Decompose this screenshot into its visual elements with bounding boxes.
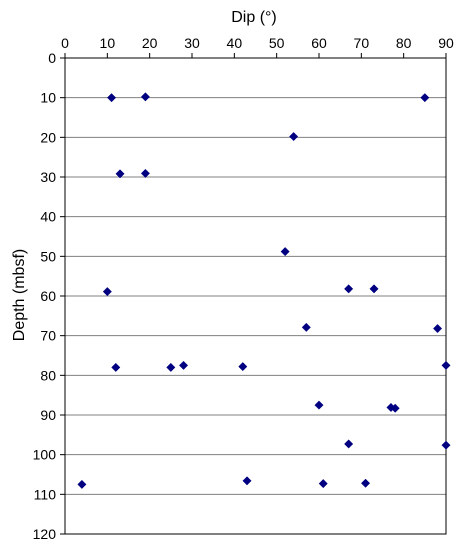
x-tick-label: 40 (227, 35, 243, 51)
data-point (441, 360, 451, 370)
x-tick-label: 60 (311, 35, 327, 51)
data-point (178, 360, 189, 370)
x-tick-label: 70 (354, 35, 370, 51)
data-point-layer (77, 92, 451, 489)
x-tick-label: 0 (61, 35, 69, 51)
x-tick-label: 50 (269, 35, 285, 51)
y-tick-label: 60 (40, 288, 56, 304)
y-tick-label: 10 (40, 90, 56, 106)
data-point (441, 440, 451, 450)
data-point (361, 478, 371, 488)
x-tick-label: 10 (100, 35, 116, 51)
y-tick-label: 30 (40, 169, 56, 185)
y-tick-label: 110 (34, 486, 57, 502)
x-axis-title: Dip (°) (231, 9, 277, 26)
data-point (238, 362, 248, 372)
data-point (140, 92, 150, 102)
data-point (318, 479, 328, 489)
y-tick-label: 0 (48, 50, 56, 66)
data-point (289, 131, 299, 142)
x-tick-label: 30 (184, 35, 200, 51)
data-point (420, 93, 430, 103)
y-tick-label: 90 (40, 407, 56, 423)
y-tick-label: 120 (33, 526, 57, 542)
data-point (140, 168, 150, 178)
axis-layer (60, 53, 447, 535)
data-point (390, 403, 400, 413)
data-point (344, 439, 354, 449)
y-tick-label: 100 (33, 447, 57, 463)
data-point (314, 400, 324, 410)
data-point (432, 323, 443, 334)
data-point (344, 284, 354, 294)
y-tick-label: 50 (40, 248, 56, 264)
data-point (242, 476, 252, 486)
x-tick-label: 20 (142, 35, 158, 51)
data-point (280, 247, 290, 257)
y-tick-label: 80 (40, 367, 56, 383)
data-point (166, 362, 176, 372)
x-tick-label: 80 (396, 35, 412, 51)
data-point (77, 479, 87, 489)
y-tick-label: 20 (40, 129, 56, 145)
data-point (107, 93, 117, 103)
data-point (301, 322, 311, 332)
y-tick-label: 70 (40, 328, 56, 344)
x-tick-label: 90 (438, 35, 454, 51)
grid-layer (65, 97, 446, 495)
y-tick-label: 40 (40, 209, 56, 225)
data-point (369, 284, 379, 294)
data-point (102, 287, 112, 297)
tick-label-layer: 0 10 20 30 40 50 60 70 80 90 0 10 20 30 40 50 60 70 80 90 10… (33, 35, 454, 542)
data-point (111, 362, 121, 372)
y-axis-title: Depth (mbsf) (11, 249, 28, 341)
data-point (115, 169, 125, 179)
